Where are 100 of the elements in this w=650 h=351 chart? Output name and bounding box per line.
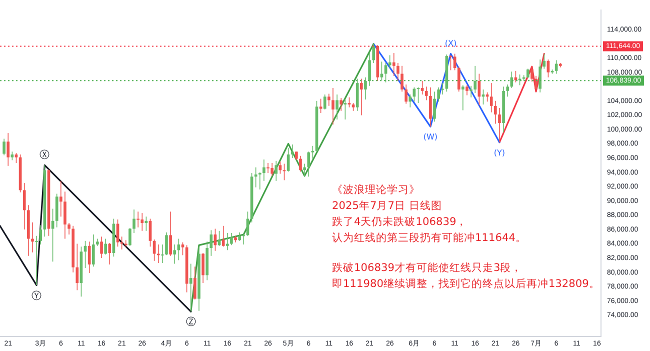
candlestick xyxy=(441,82,444,95)
candlestick xyxy=(128,228,132,246)
candlestick xyxy=(22,182,26,230)
candlestick xyxy=(466,84,468,96)
annotation: 认为红线的第三段扔有可能冲111644。 xyxy=(332,231,528,246)
candlestick xyxy=(270,162,274,176)
candlestick xyxy=(282,163,286,181)
candlestick xyxy=(68,222,70,235)
candlestick xyxy=(408,94,412,108)
candlestick xyxy=(437,86,440,102)
annotation: Ⓨ xyxy=(32,290,42,302)
candlestick xyxy=(303,163,306,176)
candlestick xyxy=(462,84,464,111)
candlestick xyxy=(319,98,322,114)
candlestick xyxy=(59,180,62,218)
annotation: 2025年7月7日 日线图 xyxy=(332,199,443,214)
candlestick xyxy=(364,76,367,100)
candlestick xyxy=(400,66,404,92)
candlestick xyxy=(348,96,351,108)
candlestick xyxy=(14,152,18,164)
candlestick xyxy=(51,208,54,262)
candlestick xyxy=(31,222,34,253)
candlestick xyxy=(2,138,6,156)
candlestick xyxy=(388,54,392,68)
candlestick xyxy=(242,234,246,245)
candlestick xyxy=(254,166,258,188)
candlestick xyxy=(457,66,460,92)
candlestick xyxy=(506,84,510,98)
candlestick xyxy=(165,232,168,256)
candlestick xyxy=(202,252,204,284)
candlestick xyxy=(510,71,514,88)
candlestick xyxy=(416,86,420,104)
candlestick xyxy=(299,156,302,172)
candlestick xyxy=(120,236,124,250)
candlestick xyxy=(169,211,172,256)
candlestick xyxy=(433,91,436,122)
annotation: Ⓩ xyxy=(186,316,196,328)
candlestick xyxy=(88,241,91,274)
candlestick xyxy=(181,242,184,256)
candlestick xyxy=(470,86,472,98)
candlestick xyxy=(490,82,493,113)
candlestick xyxy=(230,232,233,246)
candlestick xyxy=(332,88,334,125)
candlestick xyxy=(108,242,112,265)
candlestick xyxy=(534,76,538,92)
annotation: 《波浪理论学习》 xyxy=(332,183,421,198)
candlestick xyxy=(226,232,229,251)
candlestick xyxy=(474,66,477,94)
candlestick xyxy=(372,44,376,64)
candlestick xyxy=(328,93,330,106)
candlestick xyxy=(266,162,270,174)
candlestick xyxy=(429,86,432,128)
candlestick xyxy=(392,52,396,76)
candlestick xyxy=(344,99,347,120)
candlestick xyxy=(554,60,558,74)
annotation: (Y) xyxy=(494,148,506,158)
candlestick xyxy=(210,230,213,256)
annotation: 跌破106839才有可能使红线只走3段， xyxy=(332,261,524,276)
annotation: (X) xyxy=(444,38,457,48)
candlestick xyxy=(262,159,266,182)
annotation: (W) xyxy=(423,132,438,142)
candlestick xyxy=(340,98,343,112)
candlestick xyxy=(336,94,338,120)
candlestick xyxy=(311,146,314,160)
candlestick xyxy=(449,54,452,71)
candlestick xyxy=(396,62,400,82)
candlestick xyxy=(39,224,42,245)
candlestick xyxy=(64,191,66,240)
candlestick xyxy=(100,236,103,258)
candlestick xyxy=(173,244,176,264)
candlestick xyxy=(307,151,310,178)
candlestick xyxy=(189,263,192,312)
candlestick xyxy=(136,211,140,228)
candlestick xyxy=(538,59,542,93)
candlestick xyxy=(161,244,164,264)
candlestick xyxy=(404,84,408,104)
candlestick xyxy=(530,66,534,82)
annotation: 跌了4天仍未跌破106839， xyxy=(332,215,468,230)
candlestick xyxy=(526,68,530,78)
candlestick xyxy=(368,52,371,86)
candlestick xyxy=(323,94,326,110)
annotation: Ⓧ xyxy=(40,148,50,161)
candlestick xyxy=(290,144,294,158)
candlestick xyxy=(194,266,196,300)
candlestick xyxy=(384,62,388,83)
candlestick xyxy=(542,53,546,70)
candlestick xyxy=(494,100,497,124)
annotation: 即111980继续调整，找到它的终点以后再冲132809。 xyxy=(332,277,600,292)
candlestick xyxy=(132,209,136,234)
candlestick xyxy=(360,78,363,116)
candlestick xyxy=(498,108,501,143)
candlestick xyxy=(76,243,79,291)
candlestick xyxy=(140,212,144,232)
candlestick xyxy=(104,238,108,255)
candlestick xyxy=(420,80,424,95)
candlestick xyxy=(258,172,262,190)
candlestick xyxy=(92,234,95,268)
candlestick xyxy=(222,225,225,248)
candlestick xyxy=(274,160,278,182)
candlestick xyxy=(424,86,428,101)
